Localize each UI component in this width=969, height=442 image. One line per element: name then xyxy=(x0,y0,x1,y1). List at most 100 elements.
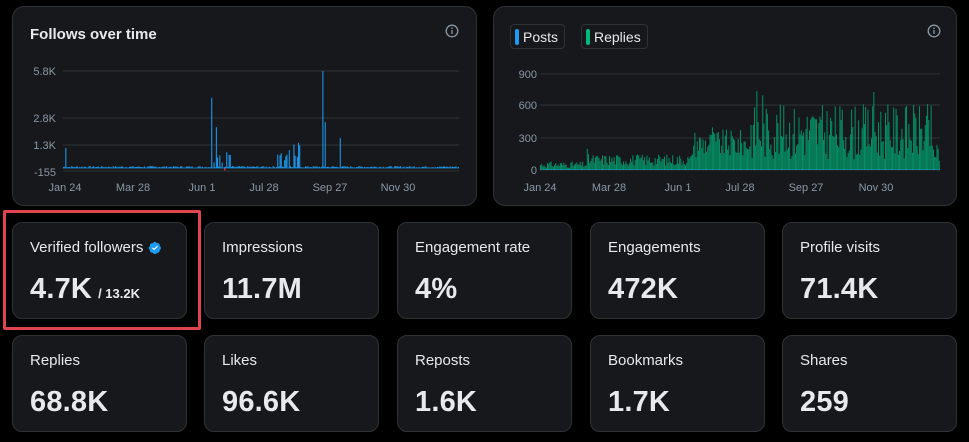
replies-bar xyxy=(609,155,610,170)
posts-bar xyxy=(827,169,829,170)
posts-bar xyxy=(881,169,883,170)
posts-bar xyxy=(925,169,927,170)
posts-bar xyxy=(745,169,747,170)
card-reposts[interactable]: Reposts 1.6K xyxy=(397,335,572,432)
follows-bar xyxy=(129,167,131,169)
card-shares[interactable]: Shares 259 xyxy=(782,335,957,432)
posts-bar xyxy=(616,169,618,170)
posts-bar xyxy=(830,169,832,170)
follows-bar xyxy=(361,166,363,169)
posts-bar xyxy=(839,169,841,170)
replies-bar xyxy=(639,158,641,170)
posts-bar xyxy=(586,169,588,170)
replies-bar xyxy=(541,163,543,170)
follows-chart[interactable]: 5.8K 2.8K 1.3K -155 Jan 24 Mar 28 Jun 1 … xyxy=(13,7,478,207)
replies-bar xyxy=(854,106,856,170)
posts-bar xyxy=(870,169,872,170)
replies-bar xyxy=(645,164,647,170)
posts-bar xyxy=(563,169,565,170)
posts-bar xyxy=(742,169,744,170)
follows-bar xyxy=(281,166,283,169)
replies-bar xyxy=(668,158,670,170)
card-verified-followers[interactable]: Verified followers 4.7K / 13.2K xyxy=(12,222,187,319)
card-bookmarks[interactable]: Bookmarks 1.7K xyxy=(590,335,765,432)
follows-bar xyxy=(226,152,228,169)
posts-bar xyxy=(569,169,571,170)
x-tick-label: Jul 28 xyxy=(725,182,754,194)
posts-bar xyxy=(562,169,564,170)
posts-bar xyxy=(838,169,840,170)
follows-bar xyxy=(133,167,135,169)
follows-bar xyxy=(67,166,69,169)
replies-bar xyxy=(549,162,551,170)
posts-bar xyxy=(845,169,847,170)
posts-bar xyxy=(809,169,810,170)
legend-replies[interactable]: Replies xyxy=(581,24,648,49)
card-engagements[interactable]: Engagements 472K xyxy=(590,222,765,319)
replies-bar xyxy=(816,119,818,170)
info-icon[interactable] xyxy=(445,24,459,38)
replies-bar xyxy=(801,135,803,170)
x-tick-label: Nov 30 xyxy=(381,182,416,194)
replies-bar xyxy=(722,129,724,170)
posts-bar xyxy=(900,169,902,170)
replies-bar xyxy=(918,106,920,170)
replies-bar xyxy=(750,124,752,170)
posts-bar xyxy=(655,169,657,170)
posts-bar xyxy=(896,169,898,170)
info-icon[interactable] xyxy=(927,24,941,38)
follows-bar xyxy=(211,97,213,169)
follows-bar xyxy=(396,166,398,169)
follows-bar xyxy=(205,166,207,169)
replies-bar xyxy=(813,117,815,170)
card-label-wrap: Verified followers xyxy=(30,239,162,256)
follows-bar xyxy=(448,167,450,169)
posts-bar xyxy=(834,169,836,170)
follows-bar xyxy=(192,167,194,169)
replies-bar xyxy=(803,132,805,170)
card-profile-visits[interactable]: Profile visits 71.4K xyxy=(782,222,957,319)
replies-bar xyxy=(606,162,608,170)
follows-bar xyxy=(267,167,269,169)
replies-bar xyxy=(907,147,909,170)
replies-bar xyxy=(569,167,571,170)
follows-bar xyxy=(311,167,313,169)
follows-bar xyxy=(193,167,195,169)
card-replies[interactable]: Replies 68.8K xyxy=(12,335,187,432)
replies-bar xyxy=(737,138,739,170)
legend-posts-label: Posts xyxy=(523,28,559,45)
follows-bar xyxy=(366,166,368,169)
posts-bar xyxy=(589,169,591,170)
follows-bar xyxy=(235,166,237,169)
replies-bar xyxy=(576,162,578,170)
follows-bar xyxy=(80,167,82,169)
replies-bar xyxy=(913,104,915,170)
follows-bar xyxy=(185,166,187,169)
follows-bar xyxy=(320,167,322,169)
card-impressions[interactable]: Impressions 11.7M xyxy=(204,222,379,319)
posts-bar xyxy=(927,169,929,170)
follows-bar xyxy=(127,167,129,169)
posts-bar xyxy=(647,169,649,170)
replies-bar xyxy=(552,166,554,170)
legend-posts[interactable]: Posts xyxy=(510,24,566,49)
posts-bar xyxy=(649,169,651,170)
posts-bar xyxy=(566,169,568,170)
replies-bar xyxy=(849,134,851,170)
card-likes[interactable]: Likes 96.6K xyxy=(204,335,379,432)
follows-bar xyxy=(274,167,276,169)
follows-bar xyxy=(342,166,344,169)
posts-bar xyxy=(637,169,639,170)
follows-bar xyxy=(244,166,246,169)
card-engagement-rate[interactable]: Engagement rate 4% xyxy=(397,222,572,319)
posts-bar xyxy=(928,169,930,170)
y-tick-label: 600 xyxy=(519,100,537,112)
replies-bar xyxy=(866,146,868,170)
follows-bar xyxy=(182,167,184,169)
posts-bar xyxy=(770,169,772,170)
follows-bar xyxy=(266,167,268,169)
posts-bar xyxy=(653,169,655,170)
replies-bar xyxy=(693,145,695,170)
follows-bar xyxy=(340,167,342,169)
posts-replies-chart[interactable]: 900 600 300 0 Jan 24 Mar 28 Jun 1 Jul 28… xyxy=(494,7,958,207)
